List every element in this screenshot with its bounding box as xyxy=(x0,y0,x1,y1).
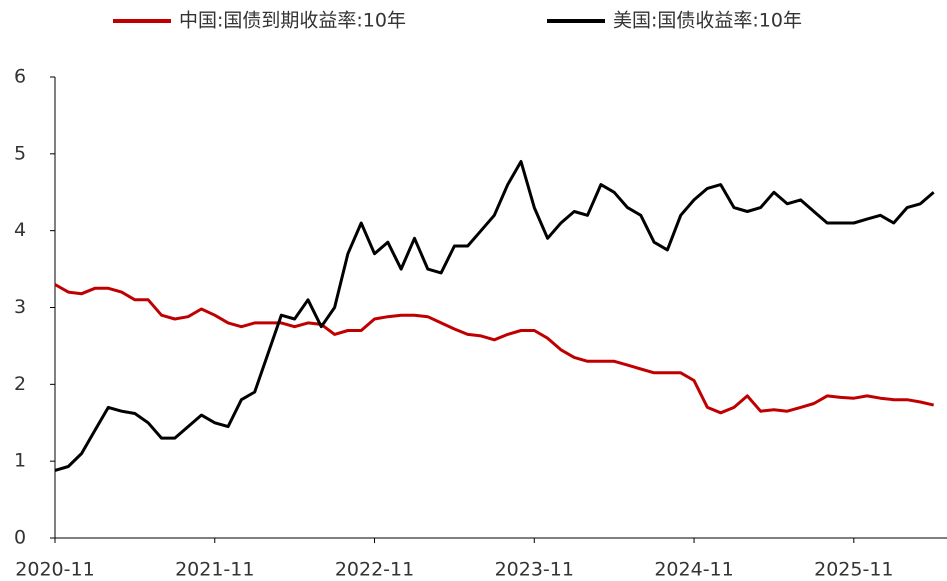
legend-label: 中国:国债到期收益率:10年 xyxy=(179,10,406,32)
y-tick-label: 4 xyxy=(14,219,26,241)
y-tick-label: 5 xyxy=(14,142,26,164)
x-tick-label: 2025-11 xyxy=(814,559,893,581)
y-tick-label: 3 xyxy=(14,296,26,318)
series-line xyxy=(54,160,935,472)
x-tick-label: 2020-11 xyxy=(15,559,94,581)
x-tick-label: 2024-11 xyxy=(654,559,733,581)
y-tick-label: 1 xyxy=(14,450,26,472)
y-tick-label: 2 xyxy=(14,373,26,395)
series-line xyxy=(54,283,935,415)
x-tick-label: 2023-11 xyxy=(495,559,574,581)
y-tick-label: 6 xyxy=(14,66,26,88)
legend-label: 美国:国债收益率:10年 xyxy=(613,10,802,32)
x-tick-label: 2022-11 xyxy=(335,559,414,581)
x-tick-label: 2021-11 xyxy=(175,559,254,581)
y-tick-label: 0 xyxy=(14,527,26,549)
